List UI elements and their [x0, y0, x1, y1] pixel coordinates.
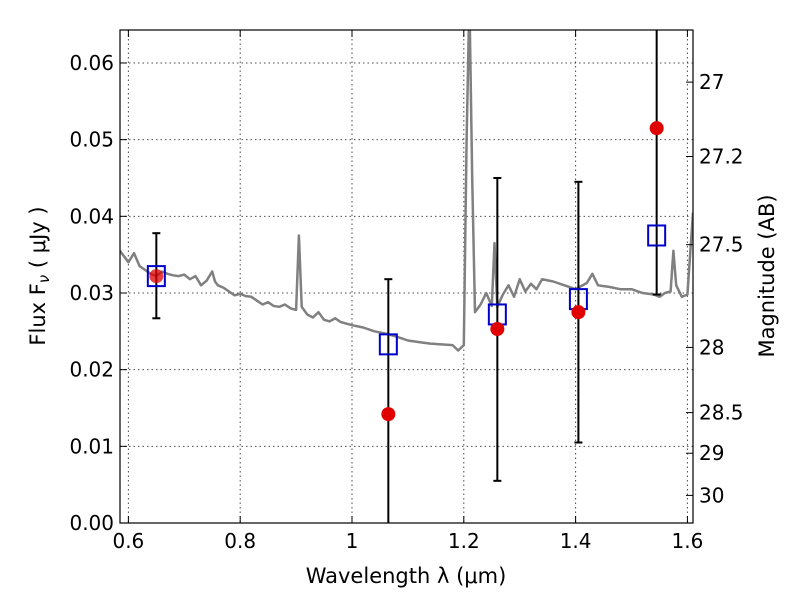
right-tick-label: 27.5 — [699, 233, 744, 257]
y-tick-label: 0.01 — [69, 434, 114, 458]
y-tick-label: 0.02 — [69, 358, 114, 382]
y-axis-title: Flux Fν ( μJy ) — [26, 206, 53, 345]
observed-point — [571, 305, 586, 320]
y-tick-label: 0.05 — [69, 128, 114, 152]
y-axis-title-unit: ( μJy ) — [26, 206, 50, 274]
x-tick-label: 1 — [346, 529, 359, 553]
x-tick-label: 1.2 — [448, 529, 480, 553]
y-tick-label: 0.04 — [69, 204, 114, 228]
model-photometry-point — [647, 224, 667, 247]
plot-area — [120, 30, 693, 523]
x-tick-label: 0.8 — [224, 529, 256, 553]
y-tick-label: 0.00 — [69, 511, 114, 535]
x-tick-label: 1.4 — [560, 529, 592, 553]
x-axis-title: Wavelength λ (μm) — [306, 564, 507, 588]
right-tick-label: 28.5 — [699, 401, 744, 425]
right-tick-label: 30 — [699, 483, 724, 507]
axis-ticks: 0.6 0.8 1 1.2 1.4 1.6 0.00 0.01 0.02 0.03 0.04 0.05… — [69, 30, 744, 553]
right-axis-title: Magnitude (AB) — [755, 194, 779, 357]
plot-background — [120, 30, 693, 523]
right-tick-label: 27.2 — [699, 145, 744, 169]
y-axis-title-main: Flux F — [26, 283, 50, 345]
right-tick-label: 29 — [699, 441, 724, 465]
x-tick-label: 1.6 — [672, 529, 704, 553]
model-photometry-point — [378, 333, 398, 356]
y-tick-label: 0.03 — [69, 281, 114, 305]
observed-point — [649, 121, 664, 136]
right-tick-label: 27 — [699, 70, 724, 94]
observed-point — [149, 269, 164, 284]
plot-frame — [119, 29, 694, 524]
x-tick-label: 0.6 — [112, 529, 144, 553]
y-axis-title-sub: ν — [35, 275, 53, 283]
observed-point — [381, 407, 396, 422]
y-tick-label: 0.06 — [69, 51, 114, 75]
model-spectrum-line — [120, 30, 693, 352]
right-tick-label: 28 — [699, 335, 724, 359]
model-photometry-point — [146, 265, 166, 288]
observed-point — [490, 322, 505, 337]
